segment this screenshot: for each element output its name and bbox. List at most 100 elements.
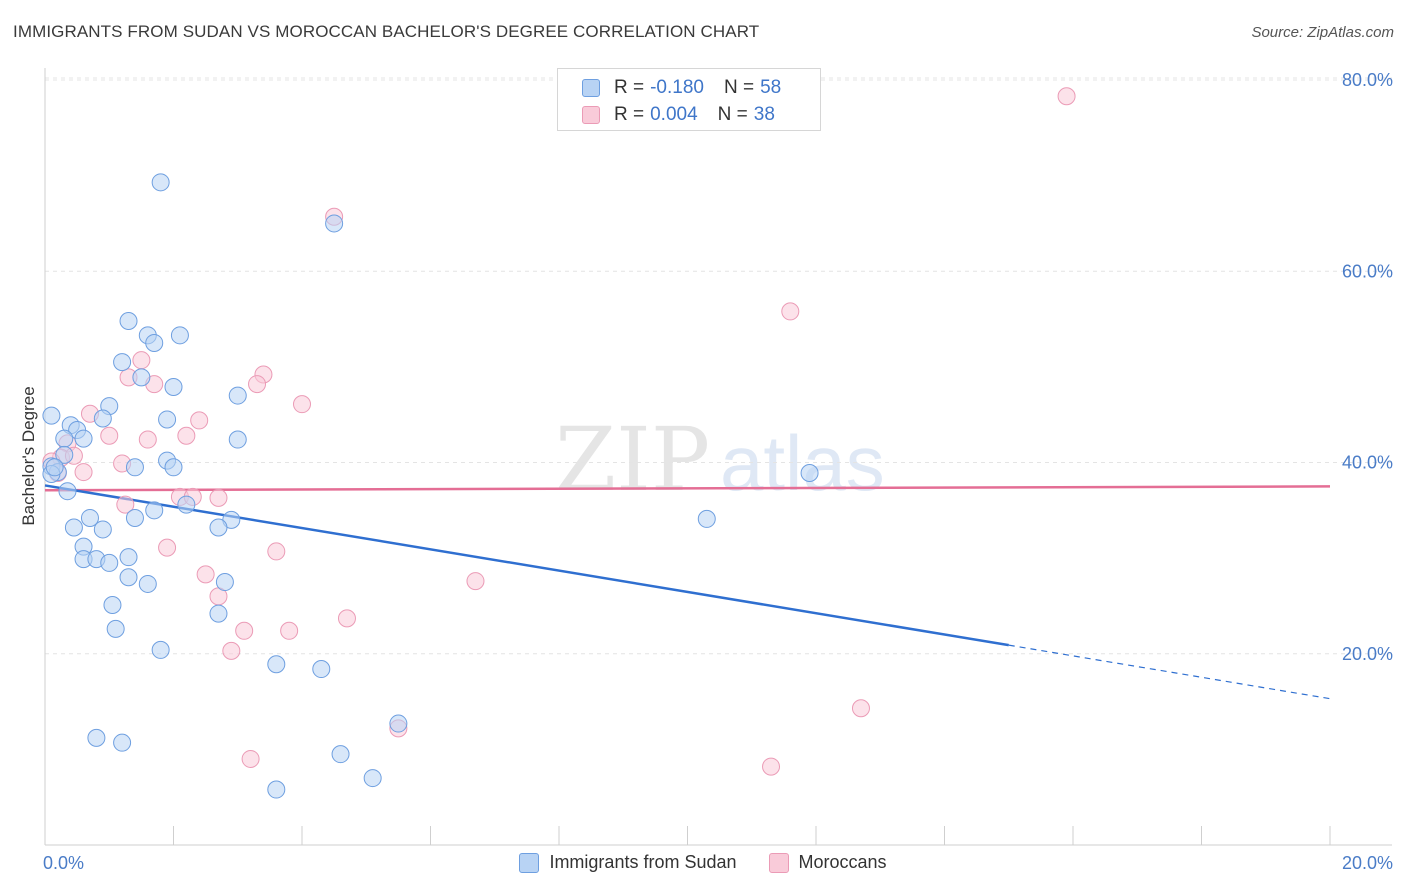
sudan-point	[697, 509, 716, 528]
sudan-points	[42, 173, 819, 799]
sudan-point	[64, 518, 83, 537]
axes	[44, 68, 1392, 846]
sudan-point	[138, 574, 157, 593]
moroccan-point	[222, 641, 241, 660]
sudan-point	[209, 604, 228, 623]
moroccan-point	[248, 375, 267, 394]
sudan-point	[389, 714, 408, 733]
legend-n-label: N =	[717, 104, 748, 125]
sudan-point	[119, 568, 138, 587]
sudan-point	[158, 410, 177, 429]
y-tick-label: 60.0%	[1342, 261, 1393, 281]
sudan-point	[228, 386, 247, 405]
sudan-point	[132, 368, 151, 387]
sudan-point	[80, 508, 99, 527]
moroccan-point	[1057, 87, 1076, 106]
sudan-point	[145, 333, 164, 352]
moroccan-point	[466, 572, 485, 591]
moroccan-point	[762, 757, 781, 776]
moroccan-point	[138, 430, 157, 449]
sudan-point	[312, 660, 331, 679]
y-tick-label: 40.0%	[1342, 453, 1393, 473]
legend-r-label: R =	[614, 104, 645, 125]
legend-n-value: 58	[760, 77, 782, 98]
sudan-point	[177, 495, 196, 514]
legend-swatch-sudan	[582, 79, 600, 97]
moroccan-point	[158, 538, 177, 557]
legend-swatch-moroccan	[582, 106, 600, 124]
sudan-point	[100, 553, 119, 572]
sudan-point	[106, 619, 125, 638]
sudan-trend-extension	[1008, 644, 1331, 700]
watermark: ZIP atlas	[555, 408, 885, 511]
sudan-point	[119, 311, 138, 330]
sudan-point	[55, 429, 74, 448]
sudan-point	[93, 520, 112, 539]
legend-n-value: 38	[753, 104, 775, 125]
y-tick-label: 20.0%	[1342, 644, 1393, 664]
sudan-point	[125, 458, 144, 477]
chart-title: IMMIGRANTS FROM SUDAN VS MOROCCAN BACHEL…	[13, 22, 760, 41]
series-legend-moroccan: Moroccans	[768, 852, 887, 873]
series-label-moroccan: Moroccans	[798, 852, 887, 872]
moroccan-point	[100, 426, 119, 445]
sudan-point	[113, 733, 132, 752]
legend-r-value: -0.180	[650, 77, 704, 98]
y-tick-label: 80.0%	[1342, 70, 1393, 90]
moroccan-point	[337, 609, 356, 628]
series-legend-sudan: Immigrants from Sudan	[519, 852, 737, 873]
gridlines	[45, 77, 1392, 655]
sudan-point	[267, 655, 286, 674]
sudan-point	[228, 430, 247, 449]
sudan-point	[45, 458, 64, 477]
sudan-point	[209, 518, 228, 537]
legend-r-value: 0.004	[650, 104, 698, 125]
sudan-point	[58, 482, 77, 501]
moroccan-point	[235, 621, 254, 640]
sudan-point	[93, 409, 112, 428]
moroccan-point	[293, 395, 311, 414]
sudan-point	[331, 745, 350, 764]
sudan-point	[125, 508, 144, 527]
legend-n-label: N =	[723, 77, 755, 98]
legend-r-label: R =	[614, 77, 645, 98]
sudan-point	[151, 640, 170, 659]
moroccan-point	[74, 463, 93, 482]
legend-row-sudan: R = -0.180 N = 58	[582, 77, 781, 99]
x-tick-label: 0.0%	[43, 853, 84, 873]
sudan-point	[87, 728, 106, 747]
sudan-point	[55, 445, 74, 464]
moroccan-point	[177, 426, 196, 445]
sudan-point	[164, 458, 183, 477]
sudan-point	[363, 769, 382, 788]
moroccan-point	[267, 542, 286, 561]
sudan-point	[267, 780, 286, 799]
source-credit: Source: ZipAtlas.com	[1251, 24, 1394, 41]
moroccan-point	[132, 351, 151, 370]
sudan-point	[113, 353, 132, 372]
moroccan-point	[851, 699, 870, 718]
moroccan-point	[280, 621, 299, 640]
sudan-point	[325, 214, 344, 233]
trend-lines	[44, 484, 1331, 700]
sudan-point	[103, 595, 122, 614]
sudan-point	[151, 173, 170, 192]
sudan-point	[42, 406, 61, 425]
sudan-trend-line	[44, 484, 1009, 647]
sudan-point	[74, 429, 93, 448]
moroccan-point	[116, 495, 135, 514]
moroccan-trend-line	[44, 485, 1331, 492]
y-axis-label: Bachelor's Degree	[19, 386, 38, 525]
correlation-legend: R = -0.180 N = 58 R = 0.004 N = 38	[557, 68, 821, 131]
moroccan-point	[209, 488, 228, 507]
sudan-point	[800, 464, 819, 483]
tick-labels: 20.0% 40.0% 60.0% 80.0% 0.0% 20.0%	[43, 70, 1393, 873]
sudan-point	[164, 377, 183, 396]
sudan-point	[170, 326, 189, 345]
legend-row-moroccan: R = 0.004 N = 38	[582, 104, 775, 126]
sudan-point	[215, 573, 234, 592]
watermark-atlas: atlas	[720, 419, 885, 507]
series-swatch-moroccan	[768, 852, 789, 873]
moroccan-point	[781, 302, 800, 321]
series-swatch-sudan	[519, 852, 540, 873]
